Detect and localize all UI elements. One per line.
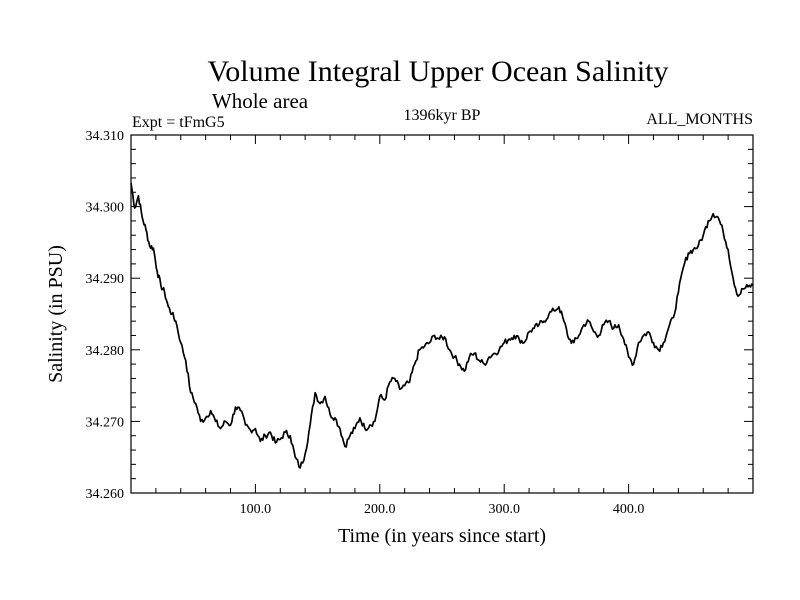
- months-label: ALL_MONTHS: [646, 111, 753, 128]
- salinity-series-line: [130, 182, 754, 469]
- period-label: 1396kyr BP: [404, 107, 481, 124]
- y-tick-label: 34.310: [86, 129, 125, 144]
- x-tick-label: 200.0: [364, 502, 396, 517]
- plot-frame: [130, 134, 754, 494]
- chart-title: Volume Integral Upper Ocean Salinity: [208, 55, 669, 88]
- x-axis-label: Time (in years since start): [338, 525, 546, 547]
- y-tick-label: 34.260: [86, 487, 125, 502]
- y-axis-label: Salinity (in PSU): [45, 245, 67, 383]
- y-tick-label: 34.270: [86, 415, 125, 430]
- chart-subtitle: Whole area: [212, 89, 309, 113]
- x-axis-ticks: 100.0 200.0 300.0 400.0: [155, 135, 729, 517]
- y-tick-label: 34.280: [86, 344, 125, 359]
- x-tick-label: 300.0: [488, 502, 520, 517]
- experiment-label: Expt = tFmG5: [132, 114, 225, 131]
- y-axis-ticks: 34.260 34.270 34.280 34.290 34.300 34.310: [86, 129, 753, 502]
- y-tick-label: 34.290: [86, 272, 125, 287]
- y-tick-label: 34.300: [86, 201, 125, 216]
- x-tick-label: 400.0: [613, 502, 645, 517]
- x-tick-label: 100.0: [240, 502, 272, 517]
